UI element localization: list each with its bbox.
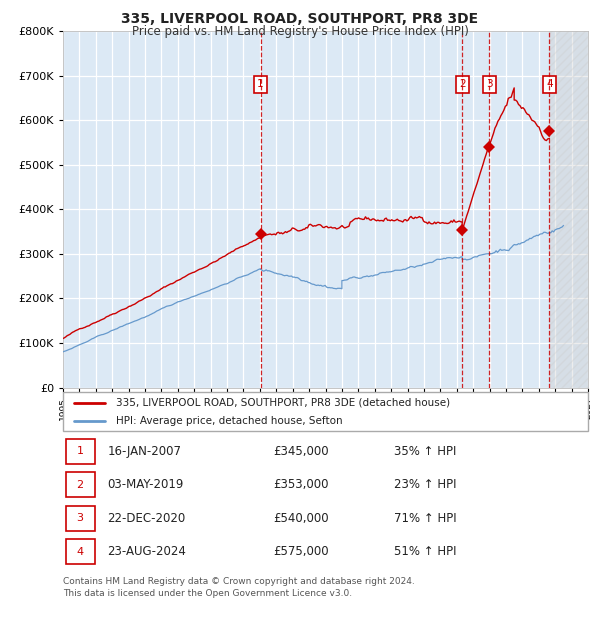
Text: Contains HM Land Registry data © Crown copyright and database right 2024.
This d: Contains HM Land Registry data © Crown c… <box>63 577 415 598</box>
Text: 51% ↑ HPI: 51% ↑ HPI <box>394 546 456 558</box>
Text: £540,000: £540,000 <box>273 512 329 525</box>
Text: 1: 1 <box>77 446 83 456</box>
Text: 22-DEC-2020: 22-DEC-2020 <box>107 512 186 525</box>
Text: 03-MAY-2019: 03-MAY-2019 <box>107 479 184 491</box>
Text: 4: 4 <box>77 547 83 557</box>
Text: 3: 3 <box>486 79 493 89</box>
FancyBboxPatch shape <box>65 506 95 531</box>
FancyBboxPatch shape <box>65 472 95 497</box>
FancyBboxPatch shape <box>65 539 95 564</box>
Text: £353,000: £353,000 <box>273 479 329 491</box>
Text: 335, LIVERPOOL ROAD, SOUTHPORT, PR8 3DE (detached house): 335, LIVERPOOL ROAD, SOUTHPORT, PR8 3DE … <box>115 398 449 408</box>
Text: £575,000: £575,000 <box>273 546 329 558</box>
Text: 3: 3 <box>77 513 83 523</box>
Text: 4: 4 <box>546 79 553 89</box>
Text: 23-AUG-2024: 23-AUG-2024 <box>107 546 187 558</box>
Text: 16-JAN-2007: 16-JAN-2007 <box>107 445 182 458</box>
Text: 71% ↑ HPI: 71% ↑ HPI <box>394 512 457 525</box>
Text: 1: 1 <box>257 79 264 89</box>
Text: HPI: Average price, detached house, Sefton: HPI: Average price, detached house, Seft… <box>115 416 342 426</box>
Bar <box>549 31 588 388</box>
Text: 35% ↑ HPI: 35% ↑ HPI <box>394 445 456 458</box>
FancyBboxPatch shape <box>63 392 588 431</box>
FancyBboxPatch shape <box>65 439 95 464</box>
Text: £345,000: £345,000 <box>273 445 329 458</box>
Text: 335, LIVERPOOL ROAD, SOUTHPORT, PR8 3DE: 335, LIVERPOOL ROAD, SOUTHPORT, PR8 3DE <box>121 12 479 27</box>
Text: Price paid vs. HM Land Registry's House Price Index (HPI): Price paid vs. HM Land Registry's House … <box>131 25 469 38</box>
Text: 2: 2 <box>77 480 83 490</box>
Text: 23% ↑ HPI: 23% ↑ HPI <box>394 479 456 491</box>
Text: 2: 2 <box>459 79 466 89</box>
